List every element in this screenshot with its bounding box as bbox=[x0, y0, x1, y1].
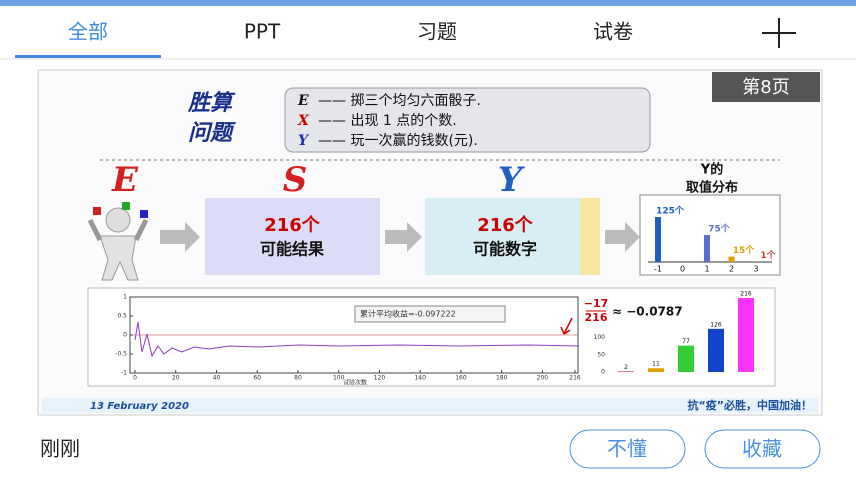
bar-y-tick-label: 100 bbox=[594, 334, 606, 341]
button-label[interactable]: 收藏 bbox=[742, 437, 782, 461]
value-grid bbox=[425, 198, 600, 275]
definition-symbol: X bbox=[297, 113, 310, 129]
definition-text: —— 玩一次赢的钱数(元). bbox=[318, 132, 478, 149]
distribution-tick: 0 bbox=[680, 265, 685, 274]
status-strip bbox=[0, 0, 856, 6]
simulation-bar bbox=[708, 329, 724, 372]
x-tick-label: 60 bbox=[253, 375, 261, 382]
stage-letter: Y bbox=[498, 160, 525, 200]
distribution-bar bbox=[704, 235, 710, 262]
distribution-label: 15个 bbox=[733, 244, 756, 256]
fraction-denominator: 216 bbox=[585, 311, 608, 324]
distribution-title: 取值分布 bbox=[686, 180, 738, 196]
simulation-bar bbox=[618, 371, 634, 372]
x-tick-label: 20 bbox=[172, 375, 180, 382]
footer-slogan: 抗“疫”必胜，中国加油！ bbox=[688, 398, 812, 412]
y-tick-label: 1 bbox=[123, 294, 127, 301]
y-tick-label: -0.5 bbox=[115, 351, 127, 358]
slide-title: 胜算 bbox=[187, 90, 236, 116]
definition-symbol: E bbox=[297, 93, 309, 109]
x-tick-label: 40 bbox=[213, 375, 221, 382]
simulation-bar bbox=[648, 368, 664, 372]
distribution-label: 1个 bbox=[760, 249, 776, 261]
simulation-bar-label: 126 bbox=[710, 321, 722, 328]
definition-text: —— 掷三个均匀六面骰子. bbox=[318, 93, 481, 109]
distribution-bar bbox=[655, 217, 661, 262]
x-axis-label: 试验次数 bbox=[343, 379, 367, 387]
definition-text: —— 出现 1 点的个数. bbox=[318, 113, 457, 129]
button-label[interactable]: 不懂 bbox=[607, 437, 647, 461]
simulation-bar bbox=[678, 346, 694, 372]
x-tick-label: 180 bbox=[496, 375, 508, 382]
distribution-tick: 3 bbox=[753, 265, 758, 274]
footer-date: 13 February 2020 bbox=[90, 401, 189, 412]
simulation-panel bbox=[88, 288, 775, 386]
outcome-grid bbox=[205, 198, 380, 275]
simulation-bar-label: 77 bbox=[682, 338, 690, 345]
legend-text: 累计平均收益=-0.097222 bbox=[360, 309, 456, 319]
x-tick-label: 200 bbox=[537, 375, 549, 382]
distribution-title: Y的 bbox=[700, 162, 723, 178]
y-tick-label: -1 bbox=[121, 370, 127, 377]
x-tick-label: 120 bbox=[374, 375, 386, 382]
distribution-tick: 1 bbox=[704, 265, 709, 274]
fraction-numerator: −17 bbox=[584, 297, 609, 310]
x-tick-label: 80 bbox=[294, 375, 302, 382]
stage-caption: 可能结果 bbox=[260, 240, 324, 259]
simulation-bar bbox=[738, 298, 754, 372]
add-icon[interactable] bbox=[762, 18, 796, 48]
x-tick-label: 216 bbox=[569, 375, 581, 382]
x-tick-label: 160 bbox=[455, 375, 467, 382]
simulation-bar-label: 2 bbox=[624, 364, 628, 371]
distribution-tick: -1 bbox=[654, 265, 662, 274]
y-tick-label: 0 bbox=[123, 332, 127, 339]
tab-indicator bbox=[15, 55, 161, 58]
tab[interactable]: PPT bbox=[244, 20, 281, 44]
x-tick-label: 0 bbox=[133, 375, 137, 382]
distribution-label: 125个 bbox=[656, 205, 685, 217]
slide-title: 问题 bbox=[188, 121, 236, 146]
x-tick-label: 140 bbox=[414, 375, 426, 382]
page-number: 第8页 bbox=[742, 77, 789, 98]
stage-letter: E bbox=[111, 160, 139, 200]
distribution-bar bbox=[729, 257, 735, 262]
time: 刚刚 bbox=[40, 437, 80, 461]
stage-caption: 可能数字 bbox=[473, 240, 537, 259]
tab[interactable]: 习题 bbox=[417, 20, 457, 44]
tab[interactable]: 试卷 bbox=[593, 20, 633, 44]
distribution-tick: 2 bbox=[729, 265, 734, 274]
x-tick-label: 100 bbox=[333, 375, 345, 382]
stage-letter: S bbox=[283, 160, 308, 200]
distribution-label: 75个 bbox=[708, 223, 731, 235]
approximation: ≈ −0.0787 bbox=[612, 305, 683, 319]
bar-y-tick-label: 0 bbox=[601, 369, 605, 376]
bar-y-tick-label: 50 bbox=[597, 351, 605, 358]
simulation-bar-label: 216 bbox=[740, 291, 752, 298]
tab[interactable]: 全部 bbox=[68, 20, 108, 44]
stage-count: 216个 bbox=[264, 214, 321, 236]
stage-count: 216个 bbox=[477, 214, 534, 236]
y-tick-label: 0.5 bbox=[117, 313, 127, 320]
value-grid-edge bbox=[580, 198, 600, 275]
simulation-bar-label: 11 bbox=[652, 361, 660, 368]
